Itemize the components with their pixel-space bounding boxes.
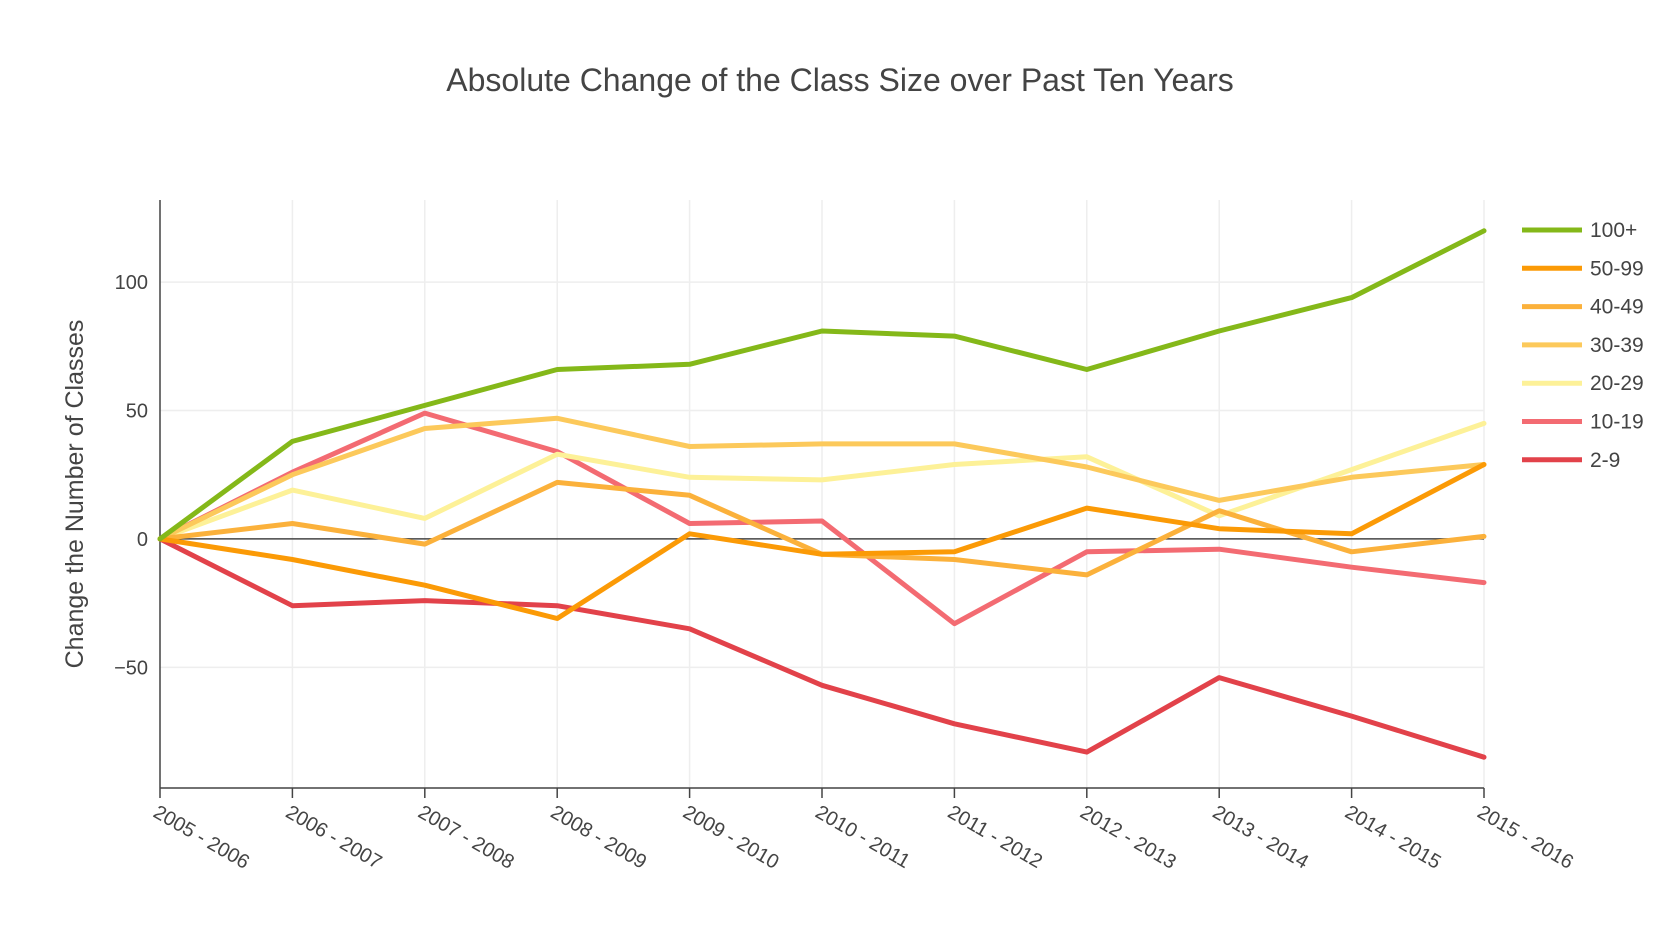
x-tick-label: 2014 - 2015 xyxy=(1341,801,1444,873)
legend-label-10-19: 10-19 xyxy=(1590,411,1644,434)
legend-label-40-49: 40-49 xyxy=(1590,296,1644,319)
series-lines xyxy=(157,228,1487,760)
x-tick-label: 2012 - 2013 xyxy=(1076,801,1179,873)
x-tick-label: 2015 - 2016 xyxy=(1474,801,1577,873)
x-tick-labels: 2005 - 2006 2006 - 2007 2007 - 2008 2008 - … xyxy=(150,801,1577,873)
x-tick-label: 2013 - 2014 xyxy=(1209,801,1312,873)
series-line-30-39 xyxy=(157,415,1487,542)
chart-title: Absolute Change of the Class Size over P… xyxy=(446,62,1234,98)
y-tick-label: 0 xyxy=(137,529,148,551)
y-tick-label: 50 xyxy=(126,401,148,423)
x-tick-label: 2010 - 2011 xyxy=(812,801,914,873)
x-tick-label: 2006 - 2007 xyxy=(282,801,385,873)
x-tick-label: 2008 - 2009 xyxy=(547,801,650,873)
legend: 100+ 50-99 40-49 30-39 20-29 10-19 2-9 xyxy=(1522,219,1644,472)
y-tick-labels: −50 0 50 100 xyxy=(114,272,148,679)
series-line-20-29 xyxy=(157,420,1487,542)
axes xyxy=(159,200,1485,798)
x-tick-label: 2011 - 2012 xyxy=(944,801,1046,873)
y-axis-title: Change the Number of Classes xyxy=(61,320,89,669)
series-line-50-99 xyxy=(157,462,1487,621)
y-tick-label: −50 xyxy=(114,657,148,679)
series-line-2-9 xyxy=(157,536,1487,760)
series-line-100+ xyxy=(157,228,1487,542)
legend-label-20-29: 20-29 xyxy=(1590,372,1644,395)
series-line-10-19 xyxy=(157,410,1487,627)
y-tick-label: 100 xyxy=(115,272,148,294)
legend-label-100+: 100+ xyxy=(1590,219,1637,242)
x-tick-label: 2005 - 2006 xyxy=(150,801,253,873)
legend-label-30-39: 30-39 xyxy=(1590,334,1644,357)
x-tick-label: 2007 - 2008 xyxy=(414,801,517,873)
legend-label-50-99: 50-99 xyxy=(1590,257,1644,280)
x-tick-label: 2009 - 2010 xyxy=(679,801,782,873)
legend-label-2-9: 2-9 xyxy=(1590,449,1620,472)
